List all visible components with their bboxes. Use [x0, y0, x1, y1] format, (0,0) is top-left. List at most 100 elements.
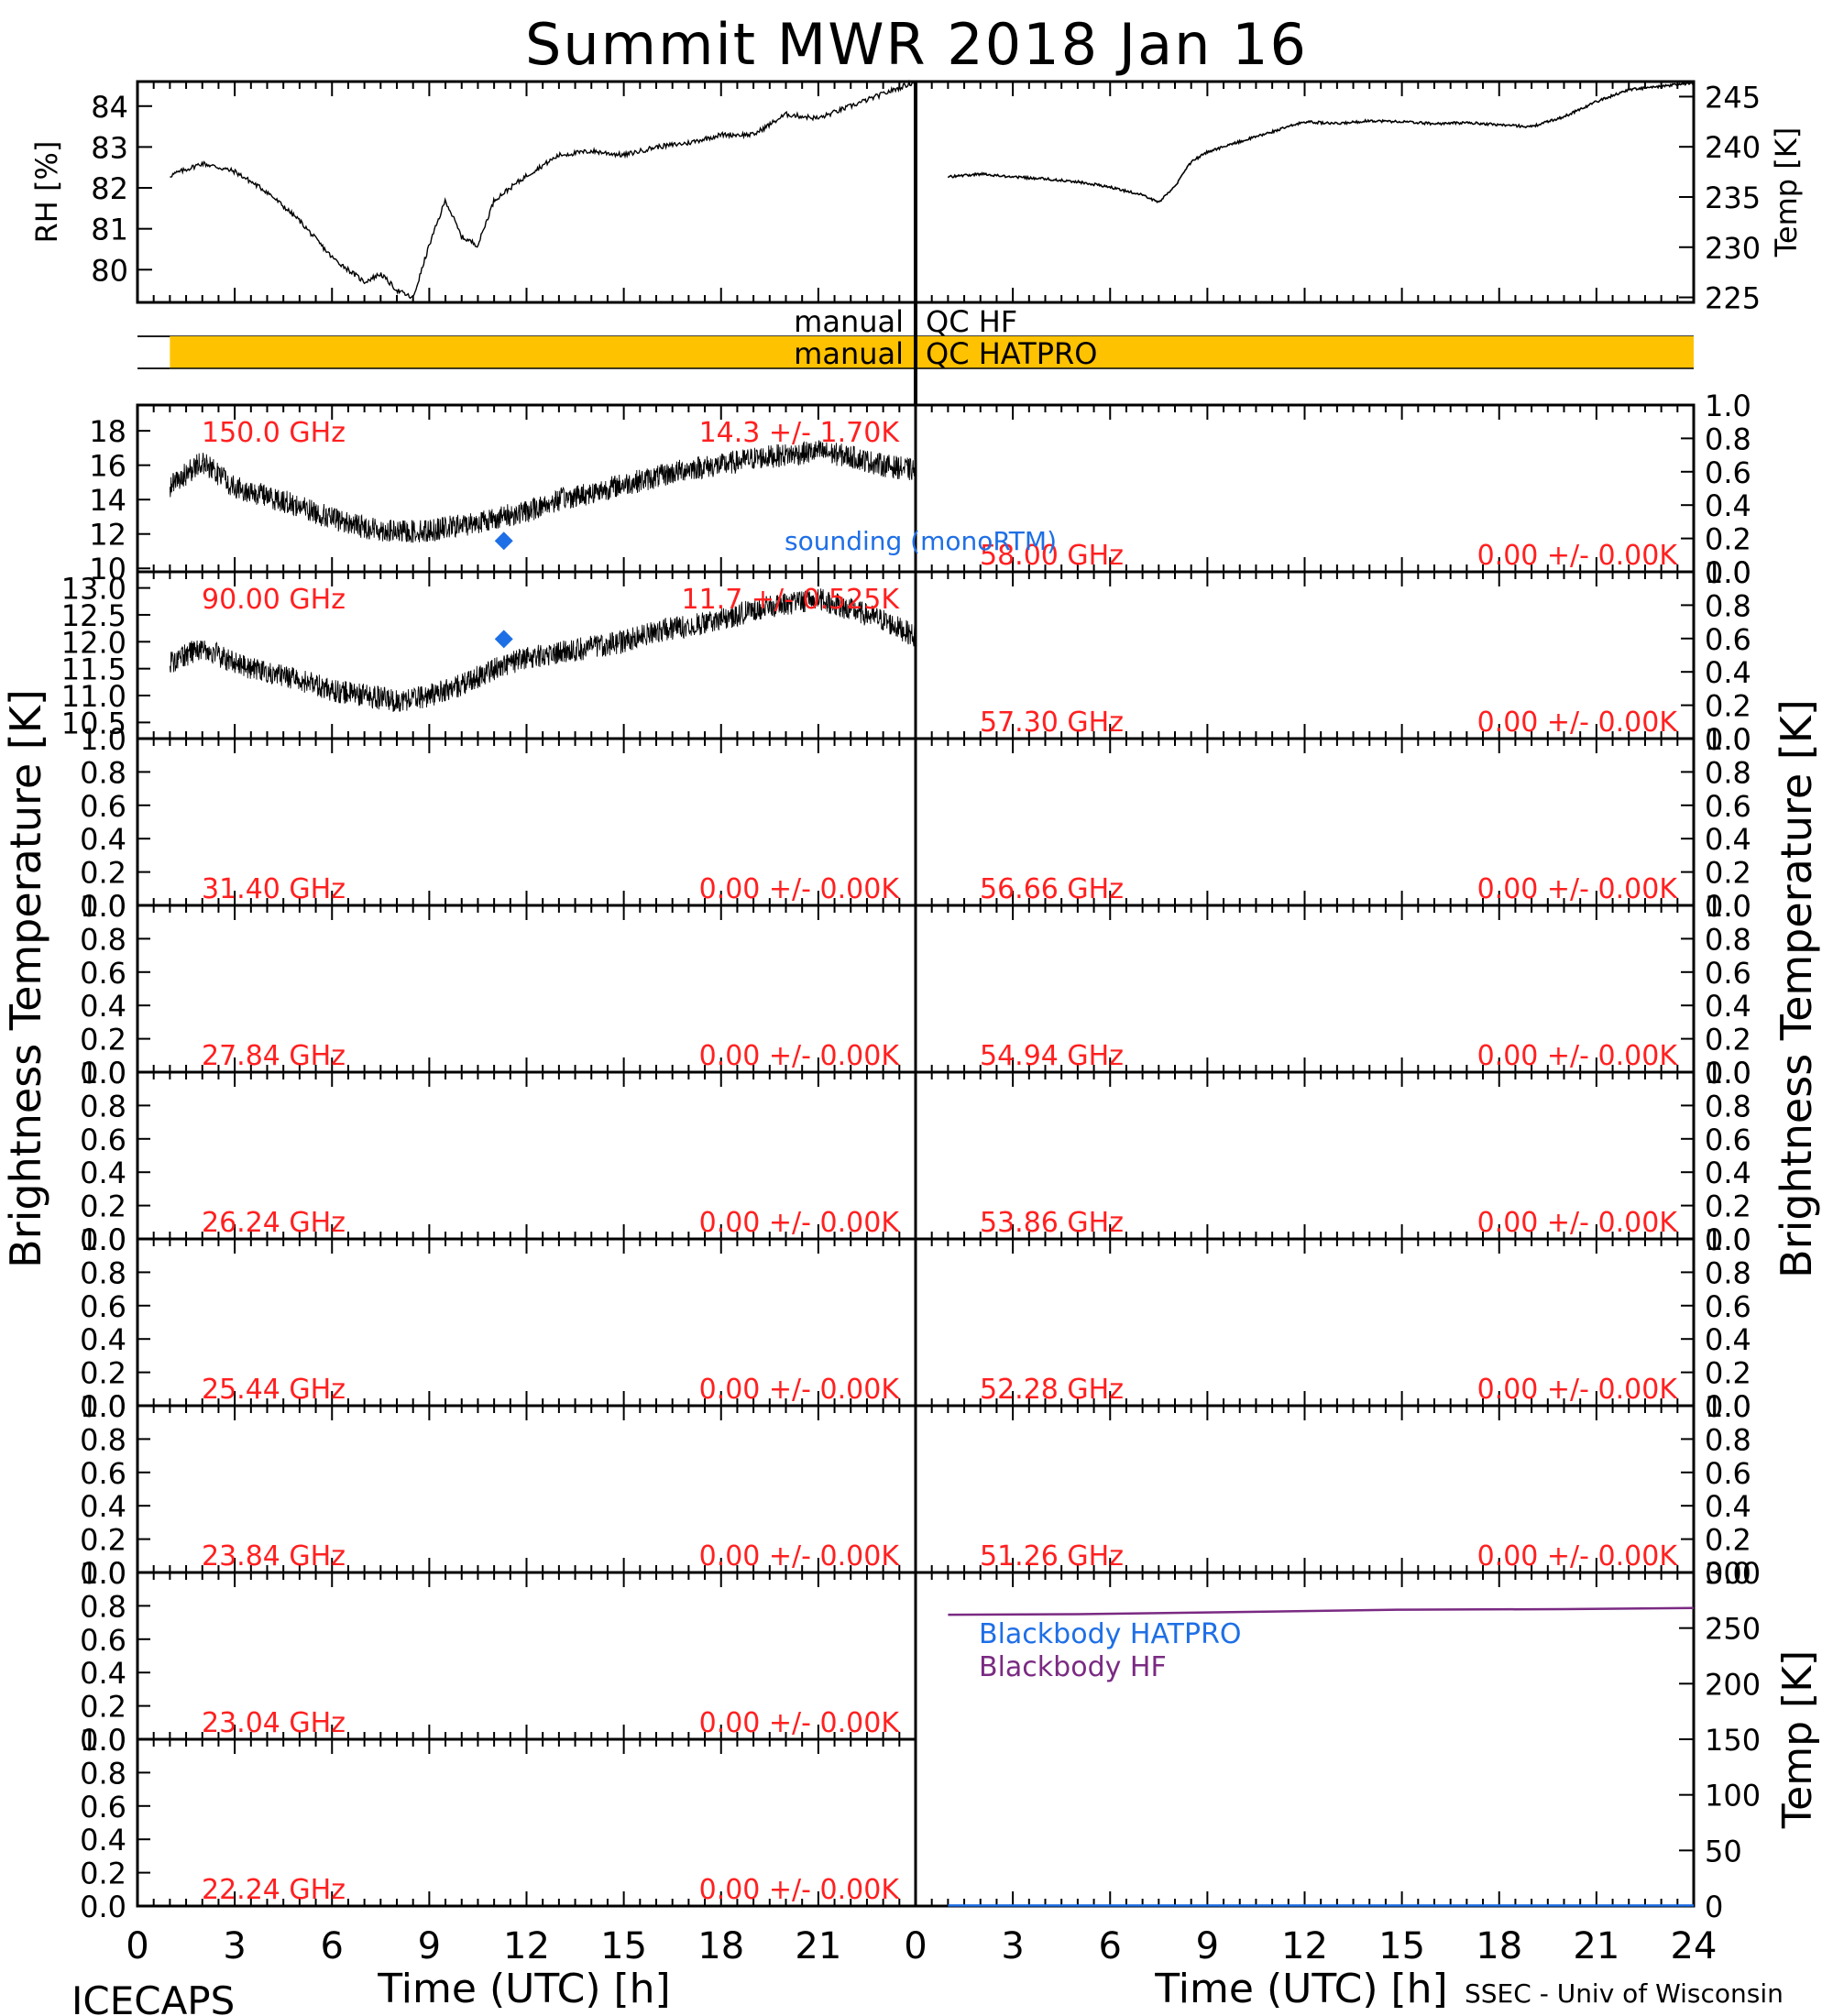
right-y-tick-label: 1.0: [1705, 1056, 1751, 1090]
left-tb-series: [169, 588, 916, 712]
left-y-tick-label: 12.0: [61, 625, 126, 660]
blackbody-series-line: [948, 1606, 1695, 1616]
left-freq-label: 23.04 GHz: [202, 1707, 346, 1739]
right-y-tick-label: 0.6: [1705, 622, 1751, 657]
right-y-tick-label: 0.0: [1705, 889, 1751, 924]
rh-y-tick-label: 81: [91, 213, 128, 247]
right-y-tick-label: 0.2: [1705, 689, 1751, 724]
left-y-tick-label: 0.2: [80, 1023, 126, 1057]
blackbody-legend-entry: Blackbody HF: [979, 1651, 1167, 1683]
right-y-tick-label: 0.2: [1705, 1189, 1751, 1224]
blackbody-legend-entry: Blackbody HATPRO: [979, 1618, 1242, 1650]
left-y-tick-label: 0.6: [80, 789, 126, 824]
right-y-tick-label: 0.6: [1705, 789, 1751, 824]
temp-y-tick-label: 240: [1705, 130, 1761, 165]
right-y-tick-label: 0.2: [1705, 522, 1751, 557]
right-y-tick-label: 0.4: [1705, 1489, 1751, 1524]
sounding-marker: [494, 531, 513, 551]
left-y-tick-label: 0.8: [80, 1756, 126, 1791]
temp-series-line: [947, 80, 1695, 203]
x-tick-label-right: 21: [1573, 1925, 1619, 1967]
left-stat-label: 0.00 +/- 0.00K: [699, 873, 901, 905]
x-tick-label-right: 24: [1671, 1925, 1718, 1967]
left-stat-label: 0.00 +/- 0.00K: [699, 1374, 901, 1406]
right-y-tick-label: 0.4: [1705, 655, 1751, 690]
left-y-tick-label: 0.8: [80, 1255, 126, 1290]
left-y-tick-label: 0.6: [80, 1456, 126, 1491]
blackbody-y-tick-label: 50: [1705, 1834, 1742, 1868]
left-freq-label: 22.24 GHz: [202, 1874, 346, 1906]
right-y-tick-label: 0.6: [1705, 1289, 1751, 1324]
x-tick-label-right: 15: [1378, 1925, 1425, 1967]
left-y-tick-label: 12.5: [61, 598, 126, 633]
rh-y-tick-label: 80: [91, 253, 128, 288]
left-y-tick-label: 0.8: [80, 1089, 126, 1123]
left-y-tick-label: 0.6: [80, 1289, 126, 1324]
qc-row-label: manual: [794, 336, 904, 371]
left-stat-label: 14.3 +/- 1.70K: [699, 417, 901, 449]
right-y-tick-label: 0.0: [1705, 1056, 1751, 1090]
figure-title: Summit MWR 2018 Jan 16: [525, 11, 1308, 78]
temp-y-tick-label: 225: [1705, 281, 1761, 316]
qc-row-name: QC HF: [926, 304, 1017, 339]
right-y-tick-label: 0.4: [1705, 1322, 1751, 1357]
left-y-tick-label: 18: [89, 414, 126, 449]
right-y-tick-label: 1.0: [1705, 889, 1751, 924]
right-y-tick-label: 0.4: [1705, 1156, 1751, 1190]
left-y-tick-label: 0.4: [80, 989, 126, 1024]
right-y-tick-label: 0.6: [1705, 455, 1751, 490]
right-y-tick-label: 0.6: [1705, 956, 1751, 991]
left-y-tick-label: 0.0: [80, 1723, 126, 1758]
right-y-tick-label: 0.4: [1705, 822, 1751, 857]
left-y-tick-label: 0.0: [80, 889, 126, 924]
right-y-tick-label: 0.6: [1705, 1123, 1751, 1157]
left-stat-label: 11.7 +/- 0.525K: [682, 584, 901, 616]
blackbody-axis-label: Temp [K]: [1774, 1650, 1821, 1829]
x-tick-label-left: 15: [600, 1925, 647, 1967]
left-stat-label: 0.00 +/- 0.00K: [699, 1874, 901, 1906]
x-tick-label-left: 3: [223, 1925, 246, 1967]
right-y-tick-label: 0.0: [1705, 722, 1751, 757]
left-y-tick-label: 0.4: [80, 1823, 126, 1857]
right-freq-label: 54.94 GHz: [980, 1040, 1124, 1072]
x-tick-label-left: 12: [503, 1925, 550, 1967]
right-y-tick-label: 0.6: [1705, 1456, 1751, 1491]
right-y-tick-label: 0.8: [1705, 1089, 1751, 1123]
left-y-tick-label: 0.2: [80, 1189, 126, 1224]
blackbody-y-tick-label: 150: [1705, 1723, 1761, 1758]
left-y-tick-label: 12: [89, 518, 126, 553]
left-y-tick-label: 0.4: [80, 1156, 126, 1190]
x-tick-label-right: 0: [904, 1925, 927, 1967]
rh-y-tick-label: 84: [91, 90, 128, 125]
left-freq-label: 23.84 GHz: [202, 1540, 346, 1572]
left-y-tick-label: 0.0: [80, 1556, 126, 1591]
sounding-marker: [494, 630, 513, 649]
right-y-tick-label: 0.8: [1705, 922, 1751, 957]
left-y-tick-label: 0.6: [80, 1123, 126, 1157]
left-y-tick-label: 0.8: [80, 922, 126, 957]
left-y-tick-label: 0.4: [80, 1656, 126, 1691]
right-y-tick-label: 0.0: [1705, 1389, 1751, 1424]
icecaps-label: ICECAPS: [71, 1978, 235, 2016]
left-y-tick-label: 11.5: [61, 652, 126, 687]
left-y-tick-label: 1.0: [80, 1056, 126, 1090]
temp-y-tick-label: 230: [1705, 231, 1761, 266]
right-freq-label: 52.28 GHz: [980, 1374, 1124, 1406]
right-freq-label: 56.66 GHz: [980, 873, 1124, 905]
left-y-tick-label: 0.6: [80, 1623, 126, 1658]
rh-y-tick-label: 83: [91, 130, 128, 165]
left-y-tick-label: 10.5: [61, 706, 126, 740]
left-tb-series: [169, 440, 916, 543]
x-axis-label-right: Time (UTC) [h]: [1154, 1966, 1447, 2012]
left-freq-label: 150.0 GHz: [202, 417, 346, 449]
x-axis-label-left: Time (UTC) [h]: [377, 1966, 670, 2012]
left-stat-label: 0.00 +/- 0.00K: [699, 1040, 901, 1072]
right-y-tick-label: 1.0: [1705, 1389, 1751, 1424]
left-y-tick-label: 0.2: [80, 1857, 126, 1891]
left-stat-label: 0.00 +/- 0.00K: [699, 1207, 901, 1239]
right-y-tick-label: 0.4: [1705, 488, 1751, 523]
tb-right-axis-label: Brightness Temperature [K]: [1772, 699, 1821, 1278]
left-y-tick-label: 10: [89, 552, 126, 586]
rh-y-tick-label: 82: [91, 171, 128, 206]
